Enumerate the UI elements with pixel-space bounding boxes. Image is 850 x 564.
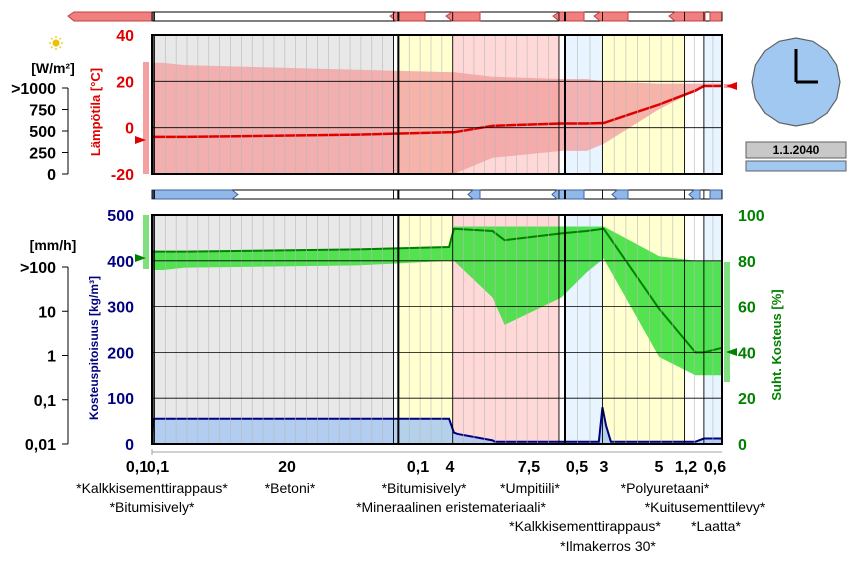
material-label: *Kalkkisementtirappaus* (76, 480, 228, 496)
layer-thickness-label: 5 (655, 459, 664, 476)
middle-indicator-bar (151, 189, 723, 200)
temp-marker-right (726, 82, 737, 90)
material-label: *Kuitusementtilevy* (645, 499, 766, 515)
humidity-tick-label: 0 (738, 437, 747, 454)
moisture-content-tick-label: 200 (107, 345, 134, 362)
layer-bg-2 (153, 215, 155, 444)
moisture-content-y-axis: 500 400 300 200 100 0 (107, 208, 134, 454)
material-label: *Kalkkisementtirappaus* (509, 518, 661, 534)
moisture-content-tick-label: 400 (107, 254, 134, 271)
temperature-range-band (152, 62, 722, 174)
humidity-tick-label: 40 (738, 345, 756, 362)
irradiance-tick-label: 250 (29, 146, 56, 163)
temperature-plot-frame (151, 34, 723, 175)
layer-thickness-label: 0,5 (566, 459, 588, 476)
material-label: *Mineraalinen eristemateriaali* (356, 499, 546, 515)
humidity-axis-label: Suht. Kosteus [%] (769, 289, 784, 400)
rain-tick-label: 0,1 (34, 393, 56, 410)
rain-axis-title: [mm/h] (30, 237, 77, 253)
irradiance-scale: >1000 750 500 250 0 (11, 81, 69, 184)
sun-icon (49, 36, 63, 50)
irradiance-tick-label: >1000 (11, 81, 56, 98)
rain-tick-label: 10 (38, 304, 56, 321)
rh-marker-right (726, 348, 737, 356)
layer-thickness-labels: 0,10,1 20 0,1 4 7,5 0,5 3 5 1,2 0,6 (126, 449, 726, 476)
rain-tick-label: >100 (20, 260, 56, 277)
material-label: *Laatta* (691, 518, 741, 534)
moisture-content-line (151, 407, 722, 445)
humidity-tick-label: 20 (738, 391, 756, 408)
humidity-band (152, 226, 722, 376)
moisture-content-area (152, 407, 722, 444)
humidity-tick-label: 60 (738, 300, 756, 317)
temperature-band (152, 62, 722, 174)
irradiance-tick-label: 0 (47, 167, 56, 184)
layer-thickness-label: 0,1 (147, 459, 169, 476)
temp-marker-left (135, 136, 146, 144)
clock-icon (751, 37, 841, 127)
rain-tick-label: 0,01 (25, 437, 56, 454)
rh-side-bar-left (143, 215, 149, 269)
layer-thickness-label: 0,6 (704, 459, 726, 476)
temp-side-bar-left (143, 62, 149, 174)
material-labels: *Kalkkisementtirappaus* *Betoni* *Bitumisi… (76, 480, 766, 554)
irradiance-tick-label: 750 (29, 103, 56, 120)
layer-thickness-label: 3 (600, 459, 609, 476)
top-indicator-bar (67, 11, 723, 22)
humidity-series (152, 227, 723, 354)
layer-thickness-label: 0,1 (126, 459, 148, 476)
temperature-tick-label: 40 (116, 28, 134, 45)
rh-marker-left (135, 254, 146, 262)
humidity-line (152, 227, 723, 354)
irradiance-axis-title: [W/m²] (31, 60, 75, 76)
humidity-y-axis: 100 80 60 40 20 0 (738, 208, 765, 454)
layer-boundaries (151, 12, 723, 444)
simulation-date: 1.1.2040 (773, 143, 820, 157)
material-label: *Ilmakerros 30* (560, 538, 656, 554)
moisture-content-tick-label: 500 (107, 208, 134, 225)
moisture-plot-frame (151, 214, 723, 445)
moisture-content-tick-label: 0 (125, 437, 134, 454)
layer-bg-4 (393, 215, 399, 444)
humidity-tick-label: 80 (738, 254, 756, 271)
rain-tick-label: 1 (47, 349, 56, 366)
material-label: *Umpitiili* (500, 480, 560, 496)
date-box (745, 141, 847, 159)
moisture-content-band (152, 407, 722, 444)
moisture-content-tick-label: 100 (107, 391, 134, 408)
rain-intensity-scale: >100 10 1 0,1 0,01 (20, 260, 69, 454)
layer-thickness-label: 0,1 (407, 459, 429, 476)
layer-thickness-label: 7,5 (518, 459, 540, 476)
moisture-content-axis-label: Kosteuspitoisuus [kg/m³] (87, 276, 101, 420)
material-label: *Bitumisively* (110, 499, 195, 515)
material-label: *Bitumisively* (382, 480, 467, 496)
layer-thickness-label: 1,2 (675, 459, 697, 476)
temperature-tick-label: 20 (116, 74, 134, 91)
temperature-tick-label: -20 (111, 167, 134, 184)
humidity-range-band (152, 226, 722, 376)
material-label: *Betoni* (265, 480, 316, 496)
rh-side-bar-right (724, 262, 730, 382)
date-progress-bar (745, 160, 847, 172)
humidity-tick-label: 100 (738, 208, 765, 225)
irradiance-tick-label: 500 (29, 124, 56, 141)
layer-bg-7 (558, 215, 566, 444)
temperature-axis-label: Lämpötila [°C] (88, 68, 103, 156)
moisture-content-tick-label: 300 (107, 300, 134, 317)
temperature-y-axis: 40 20 0 -20 (111, 28, 134, 184)
temperature-tick-label: 0 (125, 121, 134, 138)
material-label: *Polyuretaani* (621, 480, 710, 496)
layer-thickness-label: 20 (278, 459, 296, 476)
layer-thickness-label: 4 (446, 459, 455, 476)
moisture-content-series (151, 407, 722, 445)
